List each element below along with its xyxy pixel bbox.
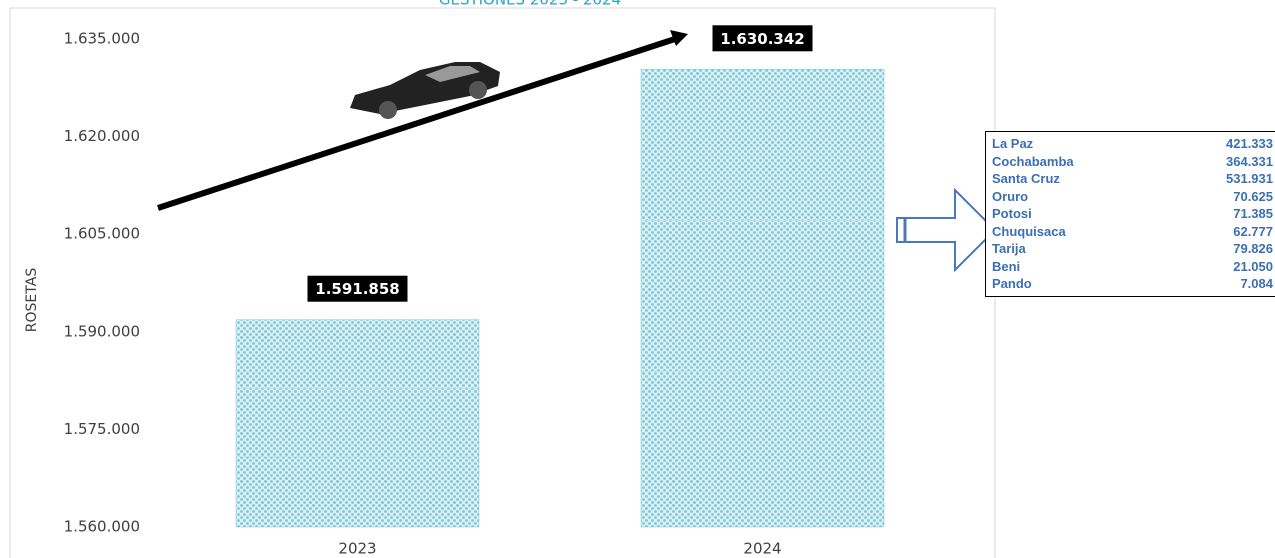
table-row: Cochabamba 364.331 <box>986 153 1275 171</box>
cell-value: 71.385 <box>1233 206 1273 221</box>
table-row: Chuquisaca 62.777 <box>986 223 1275 241</box>
cell-name: Santa Cruz <box>992 171 1060 186</box>
table-row: La Paz 421.333 <box>986 135 1275 153</box>
data-label-text: 1.591.858 <box>315 280 399 298</box>
y-tick-label: 1.620.000 <box>64 127 140 145</box>
data-label-box <box>307 275 408 302</box>
y-tick-label: 1.590.000 <box>64 322 140 340</box>
data-label: 1.591.858 <box>307 275 408 302</box>
cell-name: Chuquisaca <box>992 223 1066 239</box>
chart-title: GESTIONES 2023 - 2024 <box>439 0 621 9</box>
cell-name: Pando <box>992 276 1032 291</box>
right-arrow <box>896 187 997 273</box>
table-row: Tarija 79.826 <box>986 240 1275 258</box>
cell-value: 7.084 <box>1240 276 1273 291</box>
cell-name: Cochabamba <box>992 153 1074 169</box>
department-table: La Paz 421.333 Cochabamba 364.331 Santa Cruz… <box>985 131 1275 297</box>
y-tick-label: 1.635.000 <box>64 30 140 48</box>
data-label-box <box>712 25 813 52</box>
trend-arrow-head <box>670 30 688 46</box>
cell-value: 79.826 <box>1233 241 1273 256</box>
x-tick-label: 2024 <box>743 540 781 558</box>
table-row: Potosi 71.385 <box>986 205 1275 223</box>
table-row: Beni 21.050 <box>986 258 1275 276</box>
table-row: Santa Cruz 531.931 <box>986 170 1275 188</box>
table-row: Oruro 70.625 <box>986 188 1275 206</box>
car-icon <box>350 62 500 119</box>
y-axis-title: ROSETAS <box>24 268 40 333</box>
cell-value: 62.777 <box>1233 223 1273 239</box>
cell-name: Oruro <box>992 188 1029 204</box>
cell-name: La Paz <box>992 136 1034 151</box>
y-tick-label: 1.575.000 <box>64 420 140 438</box>
table-row: Pando 7.084 <box>986 275 1275 293</box>
data-label: 1.630.342 <box>712 25 813 52</box>
cell-value: 70.625 <box>1233 188 1273 204</box>
y-tick-label: 1.560.000 <box>64 518 140 536</box>
cell-name: Tarija <box>992 241 1026 256</box>
cell-value: 21.050 <box>1233 258 1273 274</box>
x-tick-label: 2023 <box>338 540 376 558</box>
bar <box>235 319 480 528</box>
y-tick-label: 1.605.000 <box>64 225 140 243</box>
data-label-text: 1.630.342 <box>720 30 804 48</box>
cell-value: 531.931 <box>1226 171 1273 186</box>
cell-value: 364.331 <box>1226 153 1273 169</box>
cell-name: Potosi <box>992 206 1032 221</box>
cell-value: 421.333 <box>1226 136 1273 151</box>
cell-name: Beni <box>992 258 1021 274</box>
bar <box>640 69 885 528</box>
trend-arrow <box>157 35 679 211</box>
